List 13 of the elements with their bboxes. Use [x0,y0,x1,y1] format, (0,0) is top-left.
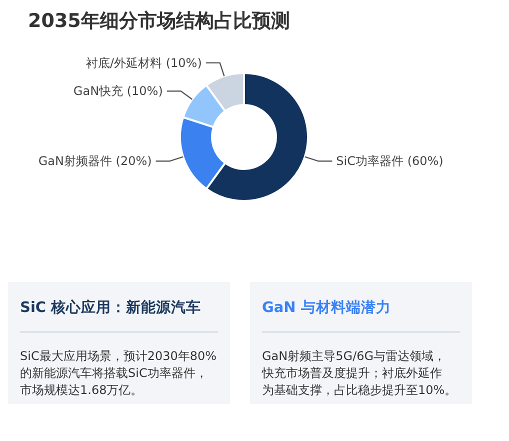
text: 市场规模达1.68万亿。 [20,383,143,397]
slice-label: SiC功率器件 (60%) [336,154,444,168]
text: 快充市场普及度提升；衬底外延作 [261,366,442,380]
text: 为基础支撑，占比稳步提升至10%。 [262,383,457,397]
text: 的新能源汽车将搭载SiC功率器件， [20,366,208,380]
text: GaN射频主导5G/6G与雷达领域， [262,349,446,363]
text: SiC最大应用场景，预计2030年80% [20,349,217,363]
slice-label: GaN射频器件 (20%) [38,154,152,168]
slice-label: GaN快充 (10%) [73,84,163,98]
slice-label: 衬底/外延材料 (10%) [86,56,202,70]
text: SiC 核心应用：新能源汽车 [20,298,202,316]
text: GaN 与材料端潜力 [262,299,391,316]
chart-title: 2035年细分市场结构占比预测 [28,10,290,32]
